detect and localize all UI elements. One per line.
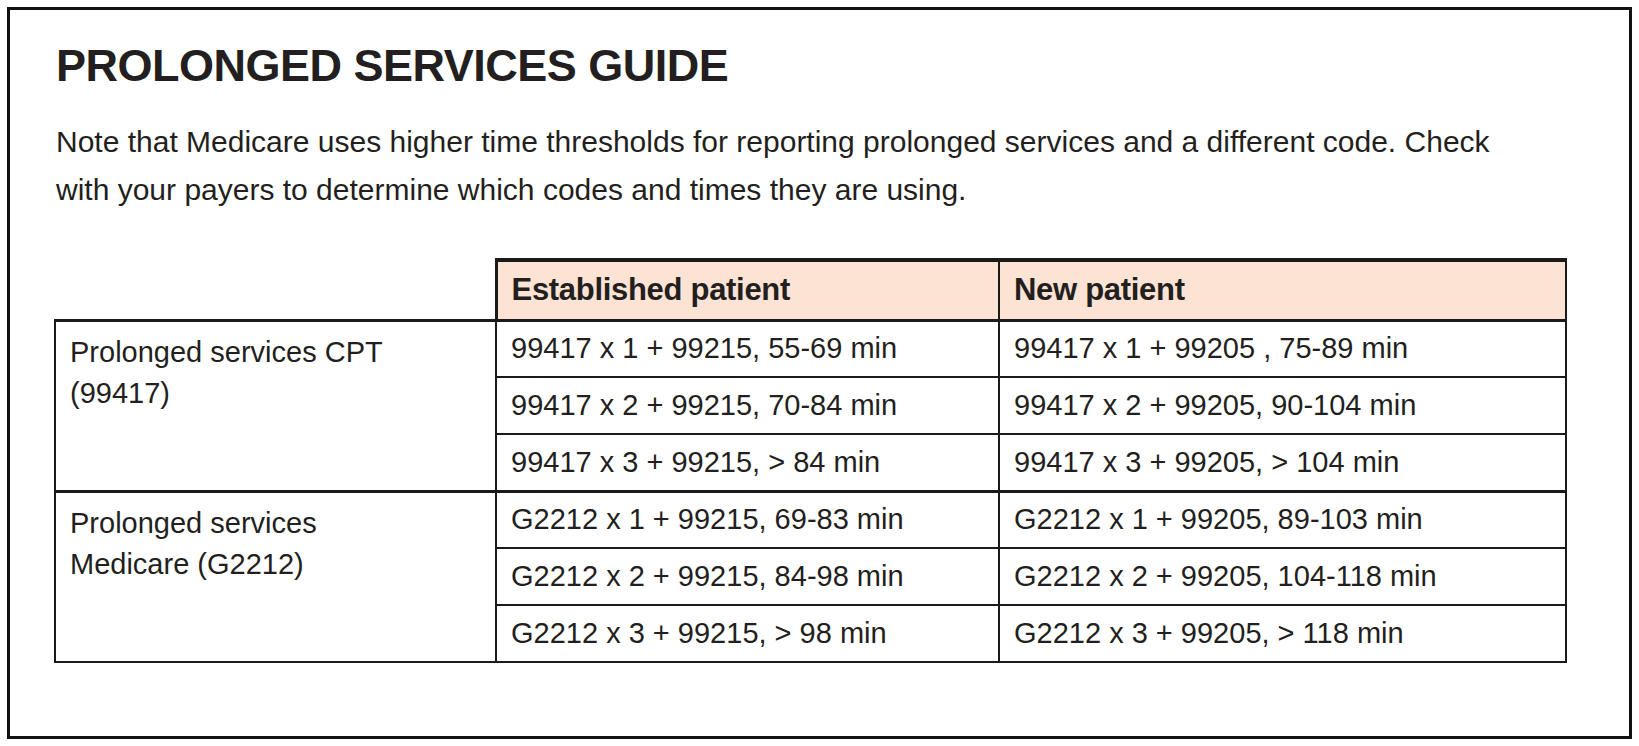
cell-established: G2212 x 3 + 99215, > 98 min: [496, 605, 999, 662]
cell-established: 99417 x 1 + 99215, 55-69 min: [496, 320, 999, 377]
cell-new: 99417 x 3 + 99205, > 104 min: [999, 434, 1566, 491]
cell-established: 99417 x 3 + 99215, > 84 min: [496, 434, 999, 491]
note-text: Note that Medicare uses higher time thre…: [56, 118, 1534, 214]
cell-established: G2212 x 1 + 99215, 69-83 min: [496, 491, 999, 548]
cell-established: G2212 x 2 + 99215, 84-98 min: [496, 548, 999, 605]
cell-new: G2212 x 2 + 99205, 104-118 min: [999, 548, 1566, 605]
cell-established: 99417 x 2 + 99215, 70-84 min: [496, 377, 999, 434]
row-group-label-medicare-g2212: Prolonged services Medicare (G2212): [55, 491, 496, 662]
table-row: Prolonged services CPT (99417) 99417 x 1…: [55, 320, 1566, 377]
row-group-label-cpt-99417: Prolonged services CPT (99417): [55, 320, 496, 491]
cell-new: G2212 x 1 + 99205, 89-103 min: [999, 491, 1566, 548]
table-row: Prolonged services Medicare (G2212) G221…: [55, 491, 1566, 548]
prolonged-services-table: Established patient New patient Prolonge…: [54, 258, 1567, 663]
document-page: PROLONGED SERVICES GUIDE Note that Medic…: [0, 0, 1639, 746]
cell-new: 99417 x 2 + 99205, 90-104 min: [999, 377, 1566, 434]
cell-new: 99417 x 1 + 99205 , 75-89 min: [999, 320, 1566, 377]
table-header-row: Established patient New patient: [55, 260, 1566, 320]
cell-new: G2212 x 3 + 99205, > 118 min: [999, 605, 1566, 662]
header-empty-corner: [55, 260, 496, 320]
column-header-new: New patient: [999, 260, 1566, 320]
column-header-established: Established patient: [496, 260, 999, 320]
page-title: PROLONGED SERVICES GUIDE: [56, 40, 728, 92]
